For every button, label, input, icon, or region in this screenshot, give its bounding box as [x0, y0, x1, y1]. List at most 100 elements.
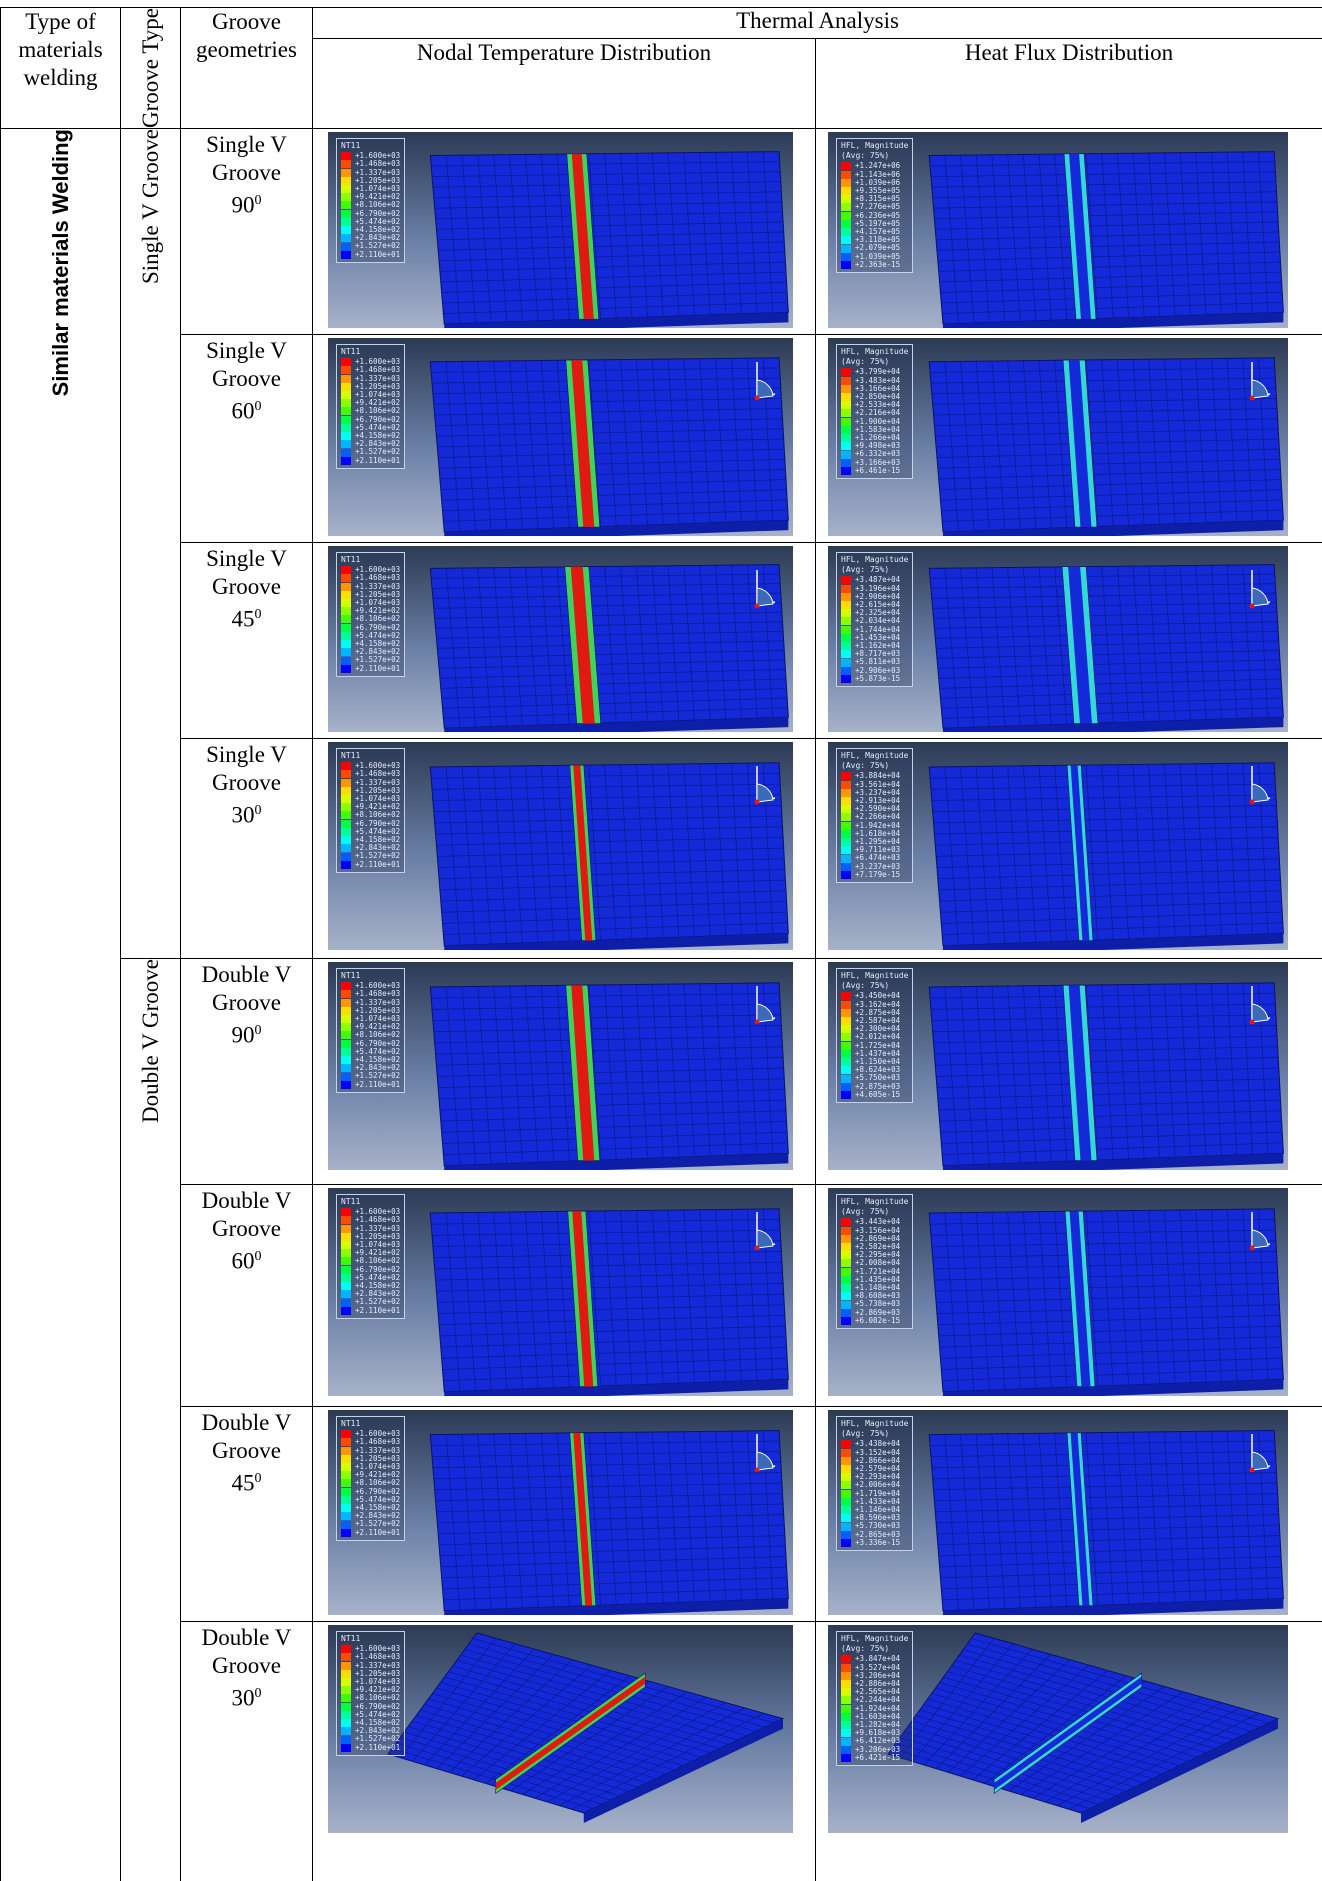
legend-entry: +9.618e+03 — [841, 1728, 908, 1738]
legend-swatch — [841, 450, 851, 459]
legend-swatch — [341, 1290, 351, 1299]
legend-swatch — [841, 838, 851, 847]
legend-value: +3.527e+04 — [855, 1662, 901, 1672]
legend-value: +2.012e+04 — [855, 1032, 901, 1042]
axis-triad-icon — [1249, 985, 1271, 1025]
mesh-grid — [930, 151, 1283, 324]
legend-value: +1.527e+02 — [355, 241, 401, 251]
legend-entry: +3.443e+04 — [841, 1217, 908, 1227]
legend-swatch — [341, 1015, 351, 1024]
legend-swatch — [341, 590, 351, 599]
legend-swatch — [341, 623, 351, 632]
legend-entry: +5.750e+03 — [841, 1073, 908, 1083]
legend-swatch — [341, 1479, 351, 1488]
legend-entry: +1.721e+04 — [841, 1266, 908, 1276]
heat-flux-contour-plot: HFL, Magnitude (Avg: 75%) +3.438e+04 +3.152… — [828, 1409, 1288, 1615]
legend-entry: +2.034e+04 — [841, 617, 908, 626]
legend-swatch — [341, 1241, 351, 1250]
groove-geometry-line1: Single V — [206, 131, 287, 157]
legend-swatch — [341, 1273, 351, 1282]
nodal-temperature-contour-plot: NT11 +1.600e+03 +1.468e+03 +1.337e+03 +1.205… — [328, 961, 793, 1170]
header-thermal-analysis: Thermal Analysis — [311, 7, 1322, 39]
legend-entry: +1.205e+03 — [341, 1232, 400, 1241]
legend-value: +2.843e+02 — [355, 1289, 401, 1299]
legend-value: +5.474e+02 — [355, 1494, 401, 1504]
legend-entry: +1.600e+03 — [341, 357, 400, 367]
plate-edge — [444, 1153, 789, 1170]
legend-value: +3.443e+04 — [855, 1217, 901, 1227]
welded-plate-mesh — [429, 564, 789, 732]
weld-core-low-flux — [1069, 153, 1091, 320]
legend-entry: +8.106e+02 — [341, 1031, 400, 1040]
heat-flux-cell: HFL, Magnitude (Avg: 75%) +3.450e+04 +3.162… — [814, 957, 1322, 1185]
legend-value: +2.615e+04 — [855, 599, 901, 609]
legend-value: +1.600e+03 — [355, 1207, 401, 1217]
header-groove-type: Groove Type — [120, 7, 181, 129]
legend-entry: +2.012e+04 — [841, 1032, 908, 1042]
plate-edge — [943, 717, 1284, 732]
legend-value: +4.158e+02 — [355, 225, 401, 234]
legend-entry: +4.158e+02 — [341, 1718, 400, 1728]
legend-entry: +2.325e+04 — [841, 608, 908, 618]
mesh-grid — [431, 762, 788, 946]
legend-title: NT11 — [341, 970, 361, 980]
legend-entry: +3.450e+04 — [841, 992, 908, 1001]
legend-swatch — [341, 1257, 351, 1266]
legend-swatch — [841, 187, 851, 196]
legend-entry: +3.166e+04 — [841, 383, 908, 393]
groove-geometry-cell: Double V Groove 300 — [180, 1620, 313, 1881]
legend-value: +1.150e+04 — [855, 1057, 901, 1066]
legend-entry: +2.079e+05 — [841, 244, 908, 253]
mesh-grid — [431, 1430, 788, 1611]
legend-value: +1.600e+03 — [355, 151, 401, 161]
legend-swatch — [841, 1226, 851, 1235]
legend-swatch — [841, 870, 851, 879]
mesh-grid — [431, 357, 788, 532]
legend-value: +1.295e+04 — [855, 837, 901, 846]
legend-swatch — [341, 1446, 351, 1455]
legend-swatch — [341, 1702, 351, 1711]
groove-angle-value: 30 — [231, 802, 255, 828]
legend-swatch — [341, 176, 351, 185]
legend-value: +3.118e+05 — [855, 235, 901, 245]
heat-flux-legend: HFL, Magnitude (Avg: 75%) +3.799e+04 +3.483… — [836, 343, 914, 480]
heat-flux-cell: HFL, Magnitude (Avg: 75%) +3.799e+04 +3.483… — [814, 333, 1322, 543]
degree-sign: 0 — [254, 192, 262, 208]
legend-entry: +1.527e+02 — [341, 1520, 400, 1529]
plate-surface — [429, 762, 789, 947]
plate-surface — [429, 982, 789, 1167]
legend-entry: +2.110e+01 — [341, 1080, 400, 1089]
legend-swatch — [341, 786, 351, 795]
legend-value: +1.205e+03 — [355, 175, 401, 185]
groove-angle-value: 60 — [231, 398, 255, 424]
legend-entry: +3.166e+03 — [841, 458, 908, 467]
welded-plate-mesh — [429, 151, 789, 328]
legend-value: +2.008e+04 — [855, 1258, 901, 1268]
legend-entry: +2.533e+04 — [841, 400, 908, 410]
legend-value: +5.474e+02 — [355, 422, 401, 432]
legend-value: +1.146e+04 — [855, 1505, 901, 1514]
legend-entry: +2.590e+04 — [841, 804, 908, 814]
legend-entry: +1.468e+03 — [341, 1438, 400, 1447]
legend-value: +3.166e+04 — [855, 383, 901, 393]
legend-swatch — [841, 401, 851, 410]
legend-value: +8.106e+02 — [355, 1693, 401, 1703]
legend-value: +5.750e+03 — [855, 1073, 901, 1083]
legend-value: +1.744e+04 — [855, 624, 901, 634]
legend-entry: +3.206e+03 — [841, 1745, 908, 1754]
legend-value: +1.725e+04 — [855, 1040, 901, 1050]
legend-value: +1.721e+04 — [855, 1266, 901, 1276]
legend-swatch — [841, 1267, 851, 1276]
legend-swatch — [841, 1284, 851, 1293]
legend-entry: +4.158e+02 — [341, 225, 401, 235]
legend-value: +1.039e+05 — [855, 251, 901, 261]
heat-flux-legend: HFL, Magnitude (Avg: 75%) +3.487e+04 +3.196… — [836, 551, 914, 688]
legend-swatch — [341, 1064, 351, 1073]
legend-swatch — [841, 1663, 851, 1672]
welded-plate-mesh — [387, 1632, 785, 1823]
legend-entry: +2.843e+02 — [341, 439, 400, 449]
legend-value: +6.461e-15 — [855, 465, 901, 475]
legend-swatch — [341, 1298, 351, 1307]
heat-flux-cell: HFL, Magnitude (Avg: 75%) +3.884e+04 +3.561… — [814, 737, 1322, 959]
heat-flux-contour-plot: HFL, Magnitude (Avg: 75%) +3.847e+04 +3.527… — [828, 1624, 1288, 1833]
